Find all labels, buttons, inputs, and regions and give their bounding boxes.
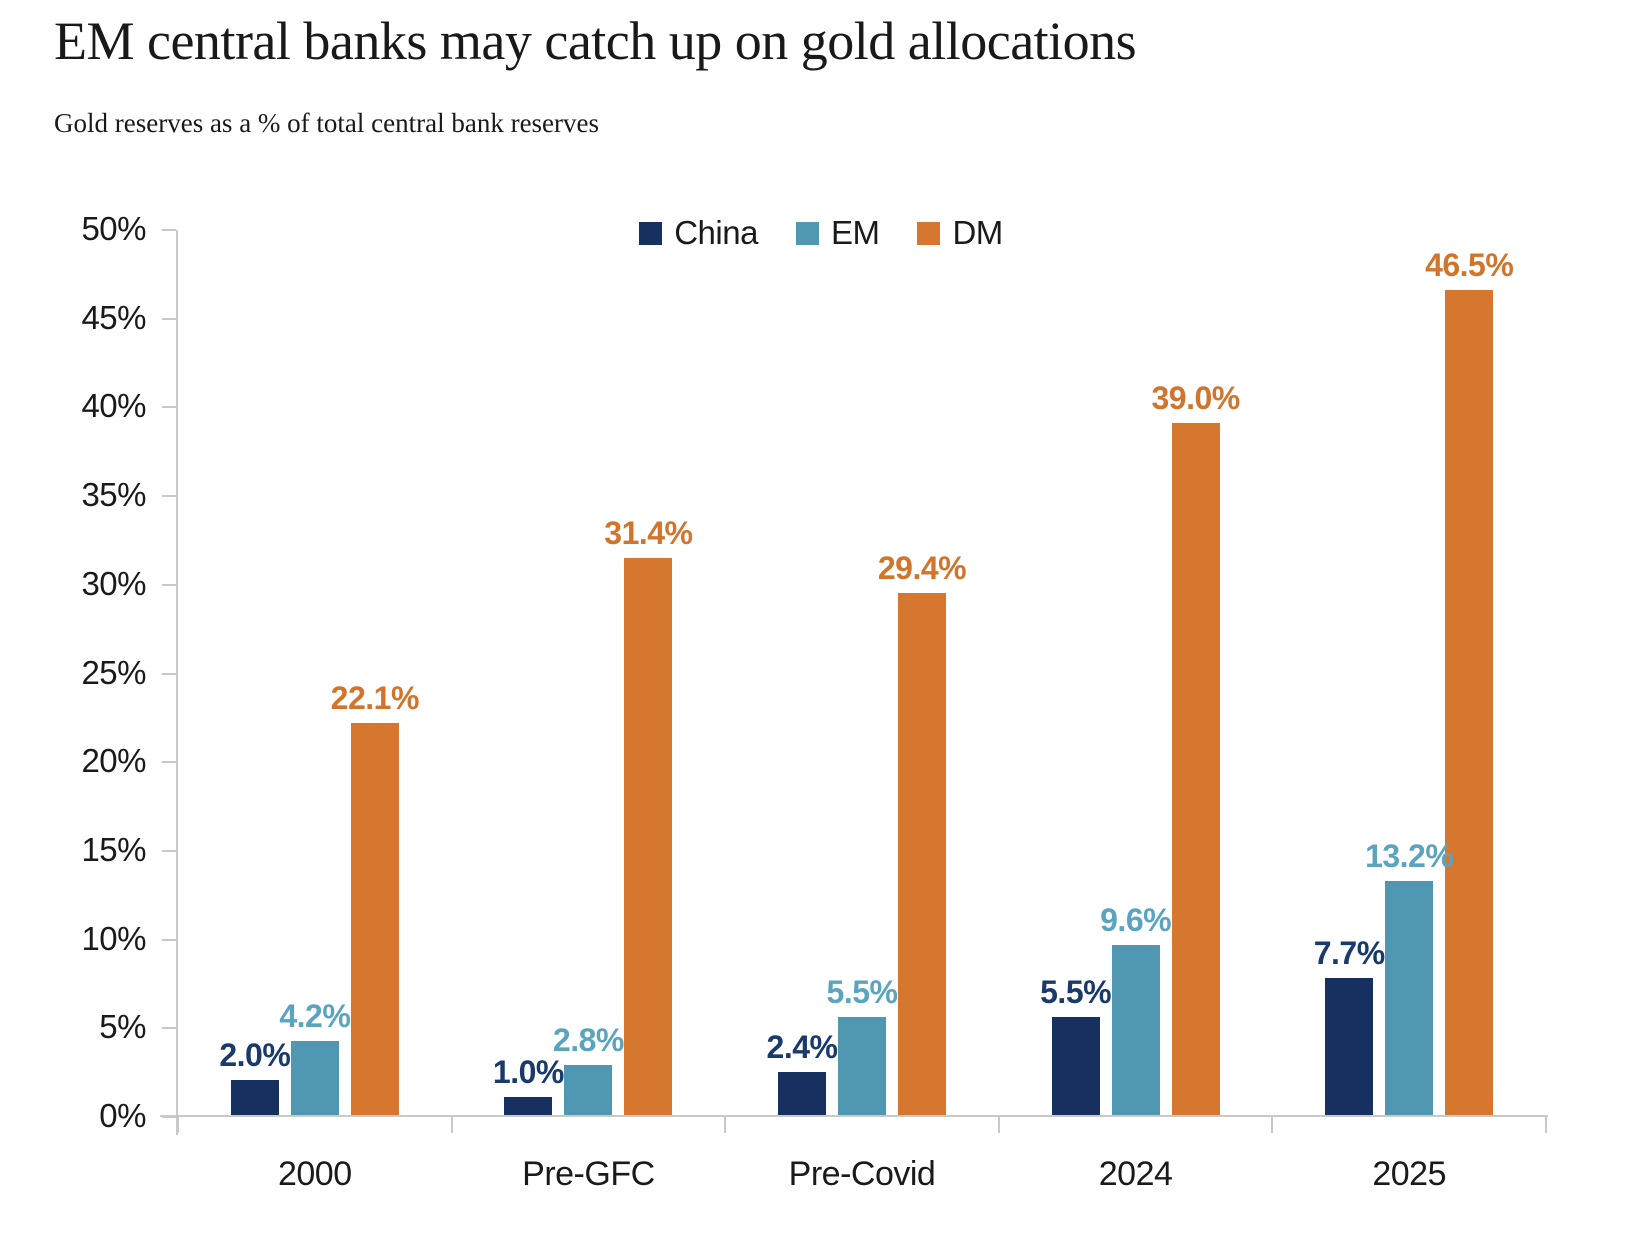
y-axis-tick [162, 229, 176, 231]
bar-dm-2024 [1171, 423, 1220, 1115]
value-label-em-2000: 4.2% [279, 997, 351, 1034]
value-label-china-2000: 2.0% [219, 1036, 291, 1073]
y-axis-tick [162, 672, 176, 675]
bar-china-2024 [1051, 1017, 1100, 1115]
category-label-2024: 2024 [1098, 1155, 1173, 1193]
x-axis-boundary-tick [450, 1117, 453, 1133]
bar-em-pre-gfc [564, 1065, 613, 1115]
y-axis-tick-label: 5% [99, 1008, 146, 1046]
bar-em-pre-covid [838, 1017, 886, 1115]
y-axis-tick-label: 20% [81, 742, 146, 780]
x-axis-boundary-tick [1271, 1117, 1274, 1133]
category-label-2000: 2000 [277, 1155, 352, 1193]
bar-dm-pre-covid [898, 593, 946, 1115]
value-label-china-pre-covid: 2.4% [766, 1029, 838, 1066]
value-label-dm-2025: 46.5% [1425, 247, 1514, 284]
y-axis-tick [162, 1027, 176, 1030]
y-axis-tick-label: 30% [81, 564, 146, 602]
y-axis-tick-label: 35% [81, 476, 146, 514]
x-axis-boundary-tick [997, 1117, 1000, 1133]
x-axis-boundary-tick [724, 1117, 727, 1133]
bar-china-pre-covid [778, 1072, 826, 1115]
bar-china-pre-gfc [504, 1097, 553, 1115]
legend-item-em: EM [795, 214, 880, 252]
value-label-em-pre-covid: 5.5% [826, 974, 898, 1011]
x-axis-boundary-tick [1545, 1117, 1547, 1133]
value-label-dm-pre-gfc: 31.4% [604, 514, 693, 551]
value-label-china-2025: 7.7% [1313, 935, 1385, 972]
category-label-2025: 2025 [1372, 1155, 1447, 1193]
legend-item-dm: DM [917, 214, 1003, 252]
legend-item-china: China [639, 214, 758, 252]
value-label-dm-2000: 22.1% [330, 679, 420, 716]
value-label-dm-2024: 39.0% [1151, 380, 1240, 417]
y-axis-tick-label: 50% [81, 210, 146, 247]
legend: China EM DM [0, 214, 1642, 252]
y-axis-tick-label: 10% [81, 919, 146, 957]
chart-title: EM central banks may catch up on gold al… [54, 11, 1137, 71]
y-axis-tick [162, 495, 176, 498]
plot-area: 0% 5% 10% 15% 20% 25% 30% 35% 40% 45% 50% 2000 2.0% 4… [81, 210, 1548, 1193]
y-axis-tick-label: 25% [81, 653, 146, 691]
bar-em-2000 [290, 1040, 339, 1115]
value-label-china-2024: 5.5% [1040, 974, 1112, 1011]
y-axis-tick-label: 45% [81, 298, 146, 336]
bar-china-2000 [230, 1079, 279, 1115]
bar-em-2025 [1385, 880, 1434, 1115]
y-axis-tick-label: 15% [81, 830, 146, 868]
category-label-pre-covid: Pre-Covid [788, 1155, 936, 1193]
y-axis-tick [162, 761, 176, 764]
bar-em-2024 [1111, 944, 1160, 1115]
legend-swatch-china-icon [639, 221, 663, 245]
value-label-em-pre-gfc: 2.8% [552, 1022, 624, 1059]
value-label-china-pre-gfc: 1.0% [492, 1054, 564, 1091]
y-axis-line [176, 230, 178, 1135]
value-label-dm-pre-covid: 29.4% [877, 550, 967, 587]
legend-label-china: China [674, 214, 758, 251]
bar-dm-2025 [1445, 290, 1494, 1115]
value-label-em-2024: 9.6% [1100, 901, 1172, 938]
legend-swatch-em-icon [795, 221, 819, 245]
y-axis-tick-label: 40% [81, 387, 146, 425]
y-axis-tick-label: 0% [99, 1097, 146, 1134]
bar-dm-2000 [350, 722, 399, 1115]
legend-label-em: EM [830, 214, 880, 251]
legend-label-dm: DM [952, 214, 1003, 251]
y-axis-tick [162, 317, 176, 320]
x-axis-boundary-tick [177, 1117, 179, 1133]
y-axis-tick [162, 1116, 176, 1118]
y-axis-tick [162, 406, 176, 409]
bar-china-2025 [1325, 978, 1374, 1115]
value-label-em-2025: 13.2% [1365, 837, 1454, 874]
bar-dm-pre-gfc [624, 557, 673, 1115]
chart-subtitle: Gold reserves as a % of total central ba… [54, 108, 600, 138]
y-axis-tick [162, 849, 176, 852]
category-label-pre-gfc: Pre-GFC [522, 1155, 655, 1193]
x-axis-line [160, 1115, 1548, 1117]
legend-swatch-dm-icon [917, 221, 941, 245]
y-axis-tick [162, 583, 176, 586]
y-axis-tick [162, 938, 176, 941]
